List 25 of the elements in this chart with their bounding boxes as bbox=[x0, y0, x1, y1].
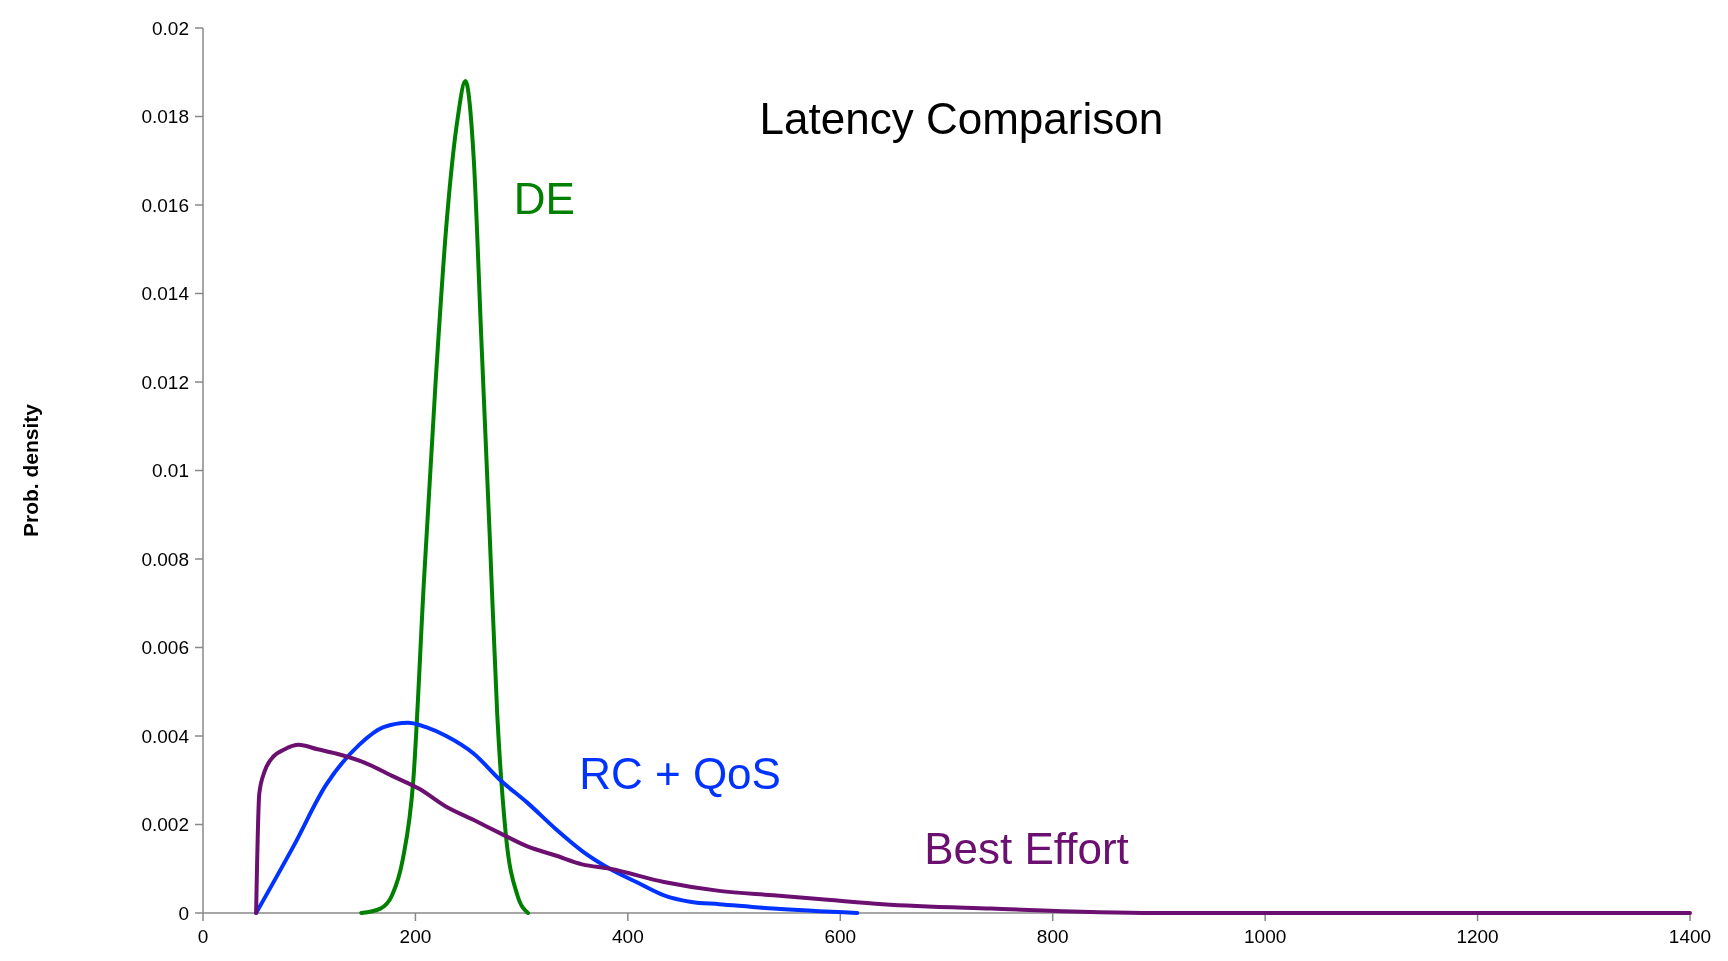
x-tick-label: 1000 bbox=[1244, 926, 1287, 947]
y-tick-label: 0.016 bbox=[141, 194, 189, 216]
x-tick-label: 200 bbox=[399, 926, 432, 947]
x-tick-label: 800 bbox=[1036, 926, 1069, 947]
y-tick-label: 0 bbox=[178, 902, 189, 924]
series-label: RC + QoS bbox=[579, 749, 781, 799]
y-axis-title: Prob. density bbox=[19, 403, 42, 538]
y-tick-label: 0.002 bbox=[141, 814, 189, 836]
line-series bbox=[254, 742, 1692, 915]
x-tick-label: 1200 bbox=[1456, 926, 1499, 947]
y-tick-label: 0.006 bbox=[141, 637, 189, 659]
y-tick-label: 0.01 bbox=[152, 460, 189, 482]
x-tick-label: 1400 bbox=[1668, 926, 1712, 947]
y-tick-label: 0.004 bbox=[141, 725, 190, 747]
series-label: DE bbox=[513, 173, 575, 223]
x-tick-label: 0 bbox=[197, 926, 209, 947]
x-tick-label: 600 bbox=[824, 926, 857, 947]
y-tick-label: 0.008 bbox=[141, 548, 189, 570]
series-label: Best Effort bbox=[924, 824, 1129, 874]
text: Latency Comparison bbox=[759, 94, 1164, 144]
y-tick-label: 0.014 bbox=[141, 283, 190, 305]
x-tick-label: 400 bbox=[612, 926, 644, 947]
y-tick-label: 0.012 bbox=[141, 371, 189, 393]
y-tick-label: 0.02 bbox=[152, 17, 189, 39]
y-tick-label: 0.018 bbox=[141, 106, 189, 128]
